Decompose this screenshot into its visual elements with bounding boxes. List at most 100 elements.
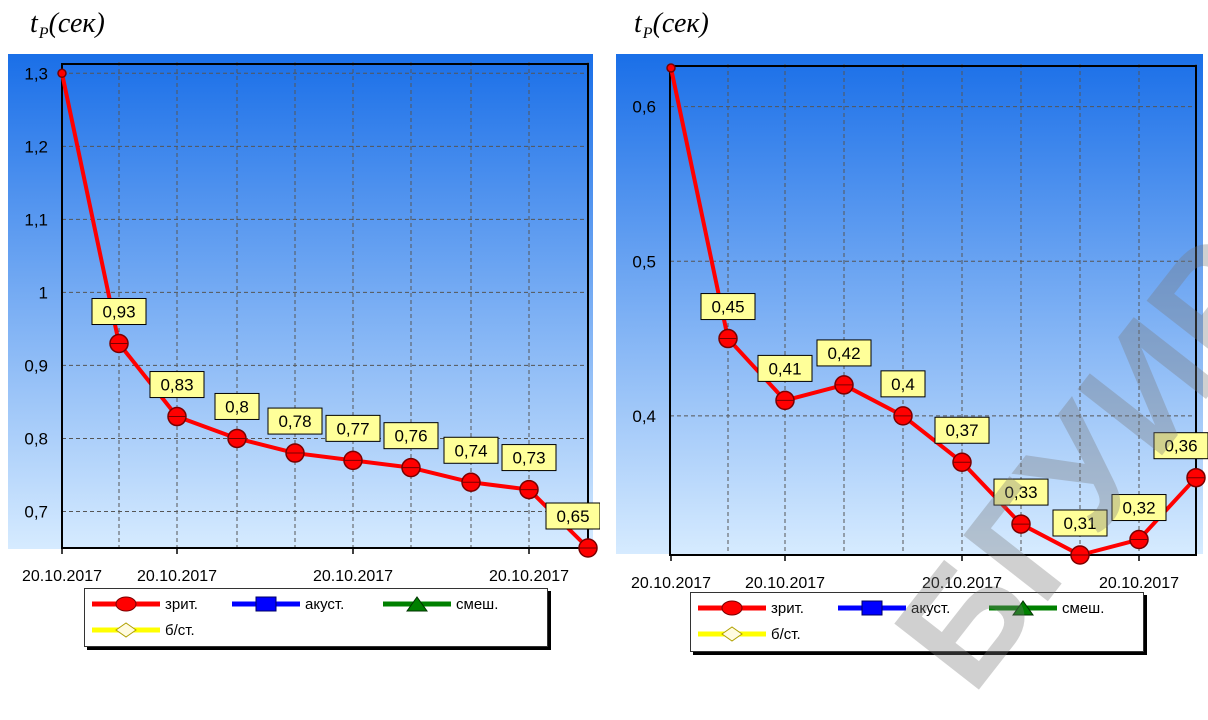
data-label: 0,78 xyxy=(267,407,323,435)
legend-label: зрит. xyxy=(165,595,198,613)
x-tick-label: 20.10.2017 xyxy=(22,568,102,585)
legend-item: смеш. xyxy=(987,598,1104,618)
legend-marker xyxy=(115,622,137,638)
data-label: 0,8 xyxy=(214,392,260,420)
data-label-text: 0,45 xyxy=(711,298,744,317)
chart-panel-left: tР(сек) 0,7 0,8 0,9 1 1,1 1,2 1,3 20.10.2017 20.… xyxy=(0,0,600,657)
data-label: 0,4 xyxy=(880,370,926,398)
data-label-text: 0,31 xyxy=(1063,514,1096,533)
legend-item: б/ст. xyxy=(696,624,801,644)
data-label-box xyxy=(325,414,381,442)
x-tick-label: 20.10.2017 xyxy=(313,568,393,585)
data-label-box xyxy=(816,339,872,367)
data-label-text: 0,32 xyxy=(1122,499,1155,518)
chart-legend: зрит. акуст. смеш. б/ст. xyxy=(84,588,548,647)
y-tick-label: 0,4 xyxy=(632,407,656,426)
data-label: 0,77 xyxy=(325,414,381,442)
y-tick-label: 1,3 xyxy=(24,64,48,83)
y-tick-label: 1 xyxy=(39,283,48,302)
legend-item: смеш. xyxy=(381,594,498,614)
x-tick-label: 20.10.2017 xyxy=(631,575,711,592)
data-label-box xyxy=(880,370,926,398)
data-label-box xyxy=(383,422,439,450)
data-label-text: 0,8 xyxy=(225,397,249,416)
legend-marker xyxy=(721,626,743,642)
data-label-text: 0,77 xyxy=(336,419,369,438)
data-label-text: 0,76 xyxy=(394,427,427,446)
data-label: 0,42 xyxy=(816,339,872,367)
x-tick-label: 20.10.2017 xyxy=(137,568,217,585)
legend-marker xyxy=(406,596,428,612)
legend-swatch-icon xyxy=(698,626,766,642)
data-label: 0,36 xyxy=(1153,432,1208,460)
data-label: 0,76 xyxy=(383,422,439,450)
legend-marker xyxy=(861,600,883,616)
data-label-text: 0,37 xyxy=(945,421,978,440)
x-tick-label: 20.10.2017 xyxy=(922,575,1002,592)
data-label-text: 0,73 xyxy=(512,449,545,468)
data-label: 0,74 xyxy=(443,436,499,464)
y-tick-label: 0,8 xyxy=(24,429,48,448)
data-label: 0,45 xyxy=(700,293,756,321)
legend-item: зрит. xyxy=(696,598,804,618)
legend-label: смеш. xyxy=(1062,599,1105,617)
legend-swatch-icon xyxy=(92,622,160,638)
line-chart: 0,7 0,8 0,9 1 1,1 1,2 1,3 20.10.2017 20.10.2017 2… xyxy=(8,54,600,585)
data-label: 0,37 xyxy=(934,416,990,444)
data-label-box xyxy=(1153,432,1208,460)
data-label-box xyxy=(545,502,600,530)
data-label-box xyxy=(700,293,756,321)
y-tick-label: 0,7 xyxy=(24,502,48,521)
legend-item: б/ст. xyxy=(90,620,195,640)
legend-swatch-icon xyxy=(838,600,906,616)
series-line xyxy=(60,72,590,550)
data-label-box xyxy=(91,298,147,326)
legend-label: б/ст. xyxy=(771,625,801,643)
y-axis-title: tР(сек) xyxy=(30,8,105,42)
data-label: 0,73 xyxy=(501,444,557,472)
legend-item: зрит. xyxy=(90,594,198,614)
plot-frame xyxy=(669,65,1197,556)
legend-marker xyxy=(115,596,137,612)
data-label: 0,41 xyxy=(757,354,813,382)
legend-label: зрит. xyxy=(771,599,804,617)
legend-label: смеш. xyxy=(456,595,499,613)
data-label-box xyxy=(1111,494,1167,522)
y-tick-label: 0,5 xyxy=(632,252,656,271)
data-point xyxy=(666,63,676,73)
legend-swatch-icon xyxy=(989,600,1057,616)
legend-label: б/ст. xyxy=(165,621,195,639)
data-label: 0,33 xyxy=(993,478,1049,506)
legend-marker xyxy=(1012,600,1034,616)
x-tick-label: 20.10.2017 xyxy=(1099,575,1179,592)
data-label-box xyxy=(214,392,260,420)
data-label: 0,31 xyxy=(1052,509,1108,537)
x-tick-label: 20.10.2017 xyxy=(745,575,825,592)
x-tick-label: 20.10.2017 xyxy=(489,568,569,585)
data-label-text: 0,33 xyxy=(1004,483,1037,502)
legend-swatch-icon xyxy=(232,596,300,612)
data-label-box xyxy=(443,436,499,464)
y-tick-label: 0,6 xyxy=(632,98,656,117)
line-chart: 0,4 0,5 0,6 20.10.2017 20.10.2017 20.10.2017 2… xyxy=(616,54,1208,592)
y-tick-label: 0,9 xyxy=(24,356,48,375)
data-label-box xyxy=(757,354,813,382)
data-label: 0,32 xyxy=(1111,494,1167,522)
legend-marker xyxy=(255,596,277,612)
data-label-box xyxy=(1052,509,1108,537)
data-label-box xyxy=(149,371,205,399)
legend-swatch-icon xyxy=(383,596,451,612)
legend-label: акуст. xyxy=(305,595,345,613)
data-label-text: 0,65 xyxy=(556,507,589,526)
data-label-box xyxy=(267,407,323,435)
legend-item: акуст. xyxy=(836,598,950,618)
legend-swatch-icon xyxy=(698,600,766,616)
data-label-box xyxy=(934,416,990,444)
data-label-text: 0,36 xyxy=(1164,437,1197,456)
data-label-text: 0,83 xyxy=(160,376,193,395)
legend-label: акуст. xyxy=(911,599,951,617)
data-label-text: 0,78 xyxy=(278,412,311,431)
data-label-text: 0,93 xyxy=(102,303,135,322)
data-label: 0,83 xyxy=(149,371,205,399)
legend-swatch-icon xyxy=(92,596,160,612)
